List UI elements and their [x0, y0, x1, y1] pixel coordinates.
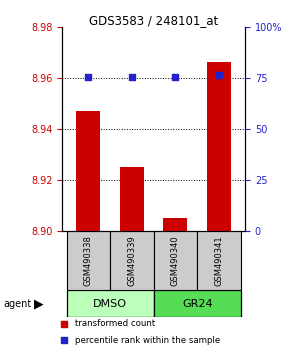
Text: transformed count: transformed count: [75, 319, 155, 328]
Text: agent: agent: [3, 299, 31, 309]
Bar: [77, 111, 100, 231]
Text: GSM490339: GSM490339: [127, 235, 137, 286]
Point: [62, 338, 66, 343]
Bar: [154, 231, 197, 290]
Text: DMSO: DMSO: [93, 299, 127, 309]
Text: GSM490340: GSM490340: [171, 235, 180, 286]
Point: [217, 72, 221, 78]
Bar: [110, 231, 154, 290]
Bar: [207, 62, 231, 231]
Bar: [120, 167, 144, 231]
Bar: [67, 290, 154, 317]
Bar: [154, 290, 241, 317]
Title: GDS3583 / 248101_at: GDS3583 / 248101_at: [89, 13, 218, 27]
Point: [62, 321, 66, 327]
Text: GSM490338: GSM490338: [84, 235, 93, 286]
Text: percentile rank within the sample: percentile rank within the sample: [75, 336, 220, 345]
Text: ▶: ▶: [34, 297, 44, 310]
Bar: [164, 218, 187, 231]
Bar: [67, 231, 110, 290]
Point: [130, 74, 134, 80]
Point: [173, 74, 178, 80]
Text: GR24: GR24: [182, 299, 213, 309]
Bar: [197, 231, 241, 290]
Text: GSM490341: GSM490341: [214, 235, 224, 286]
Point: [86, 74, 91, 80]
